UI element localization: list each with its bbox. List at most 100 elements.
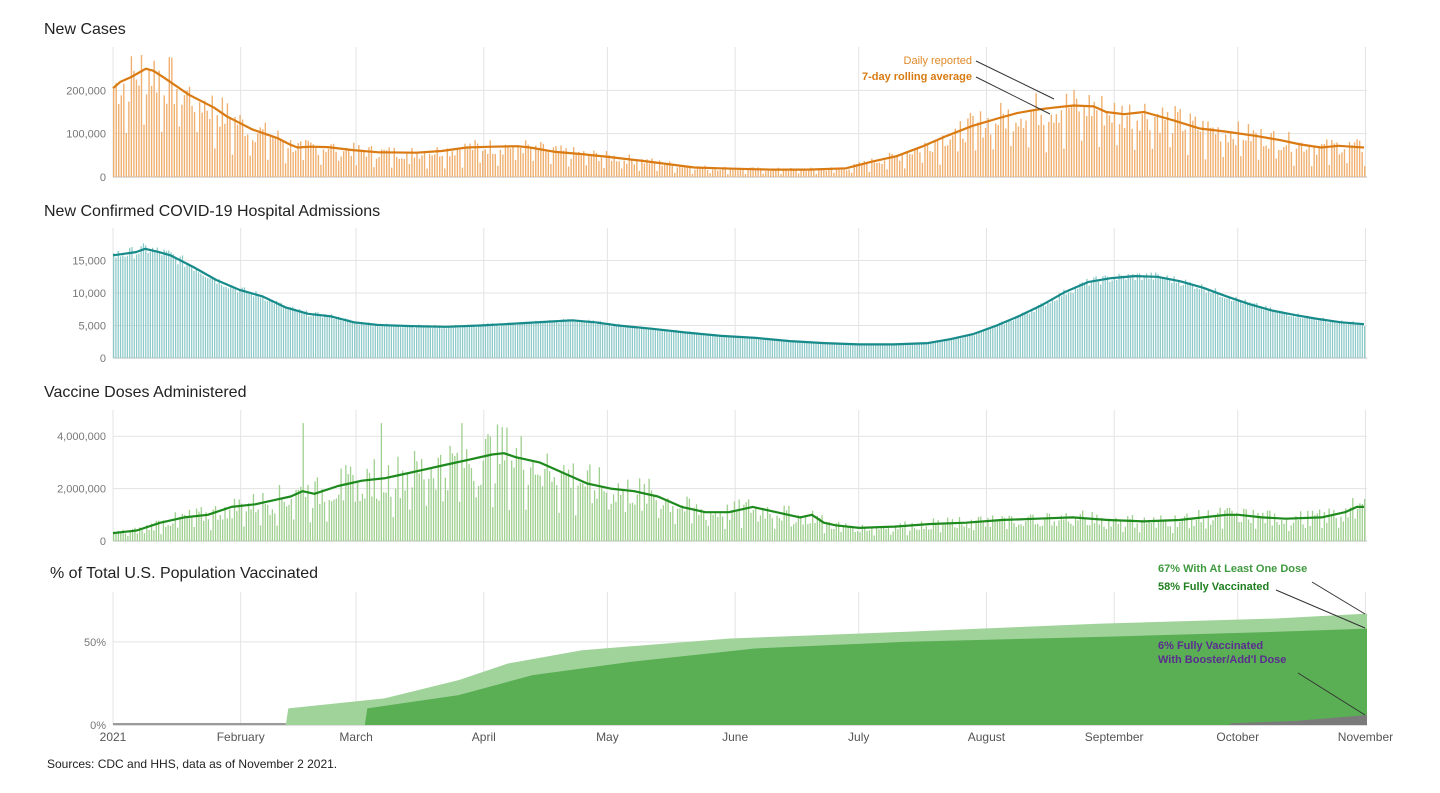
daily-bar bbox=[1044, 519, 1046, 541]
daily-bar bbox=[979, 111, 982, 177]
daily-bar bbox=[1164, 120, 1166, 177]
daily-bar bbox=[662, 505, 664, 541]
daily-bar bbox=[624, 511, 627, 541]
daily-bar bbox=[1088, 94, 1090, 177]
daily-bar bbox=[735, 337, 737, 358]
daily-bar bbox=[1210, 293, 1212, 358]
daily-bar bbox=[259, 127, 261, 177]
daily-bar bbox=[1166, 111, 1169, 177]
daily-bar bbox=[890, 534, 892, 541]
daily-bar bbox=[357, 482, 359, 541]
daily-bar bbox=[1000, 102, 1002, 177]
daily-bar bbox=[267, 504, 269, 541]
daily-bar bbox=[1155, 527, 1157, 541]
daily-bar bbox=[785, 510, 788, 541]
daily-bar bbox=[1315, 320, 1318, 358]
daily-bar bbox=[1212, 520, 1214, 541]
daily-bar bbox=[200, 273, 202, 358]
daily-bar bbox=[534, 474, 537, 541]
daily-bar bbox=[124, 533, 127, 541]
daily-bar bbox=[803, 342, 806, 358]
daily-bar bbox=[1065, 513, 1067, 541]
daily-bar bbox=[411, 148, 413, 177]
daily-bar bbox=[593, 490, 596, 541]
daily-bar bbox=[666, 164, 668, 177]
daily-bar bbox=[969, 112, 972, 177]
daily-bar bbox=[1051, 298, 1054, 358]
daily-bar bbox=[184, 514, 186, 541]
daily-bar bbox=[1141, 279, 1143, 358]
daily-bar bbox=[974, 150, 977, 177]
daily-bar bbox=[262, 492, 264, 541]
daily-bar bbox=[1151, 148, 1154, 177]
daily-bar bbox=[332, 143, 335, 177]
daily-bar bbox=[767, 170, 769, 177]
daily-bar bbox=[854, 343, 856, 358]
daily-bar bbox=[601, 486, 603, 541]
daily-bar bbox=[569, 320, 572, 358]
daily-bar bbox=[1350, 321, 1352, 358]
daily-bar bbox=[507, 147, 509, 177]
daily-bar bbox=[494, 325, 496, 358]
daily-bar bbox=[1034, 524, 1036, 541]
daily-bar bbox=[359, 500, 361, 541]
daily-bar bbox=[636, 161, 638, 177]
daily-bar bbox=[181, 513, 184, 541]
daily-bar bbox=[292, 152, 294, 177]
daily-bar bbox=[1308, 316, 1311, 358]
daily-bar bbox=[1364, 326, 1366, 358]
daily-bar bbox=[1219, 507, 1221, 541]
daily-bar bbox=[201, 112, 203, 177]
daily-bar bbox=[696, 166, 699, 177]
daily-bar bbox=[638, 329, 640, 358]
daily-bar bbox=[368, 472, 371, 541]
daily-bar bbox=[285, 506, 288, 541]
daily-bar bbox=[828, 521, 830, 541]
daily-bar bbox=[693, 507, 695, 541]
daily-bar bbox=[738, 499, 740, 541]
daily-bar bbox=[787, 171, 790, 177]
daily-bar bbox=[1026, 313, 1028, 358]
daily-bar bbox=[365, 325, 367, 358]
daily-bar bbox=[491, 323, 494, 358]
daily-bar bbox=[497, 165, 499, 177]
daily-bar bbox=[1098, 146, 1101, 177]
daily-bar bbox=[471, 150, 474, 177]
daily-bar bbox=[1003, 324, 1005, 358]
daily-bar bbox=[1353, 142, 1356, 177]
daily-bar bbox=[825, 170, 828, 177]
daily-bar bbox=[781, 520, 783, 541]
daily-bar bbox=[1159, 132, 1161, 177]
daily-bar bbox=[823, 533, 826, 541]
daily-bar bbox=[704, 165, 706, 177]
daily-bar bbox=[1106, 276, 1109, 358]
daily-bar bbox=[193, 526, 195, 541]
daily-bar bbox=[401, 158, 403, 177]
daily-bar bbox=[445, 328, 448, 358]
daily-bar bbox=[514, 324, 516, 358]
daily-bar bbox=[1212, 290, 1214, 358]
daily-bar bbox=[557, 151, 560, 177]
daily-bar bbox=[1102, 276, 1104, 358]
daily-bar bbox=[259, 525, 262, 541]
daily-bar bbox=[681, 167, 684, 177]
daily-bar bbox=[964, 142, 967, 177]
y-tick-label: 10,000 bbox=[72, 288, 106, 300]
daily-bar bbox=[878, 162, 881, 177]
daily-bar bbox=[579, 482, 582, 541]
daily-bar bbox=[391, 167, 393, 177]
daily-bar bbox=[1010, 145, 1012, 177]
daily-bar bbox=[992, 328, 994, 358]
daily-bar bbox=[200, 507, 202, 541]
daily-bar bbox=[434, 324, 436, 358]
daily-bar bbox=[1121, 105, 1123, 177]
daily-bar bbox=[1051, 525, 1053, 541]
daily-bar bbox=[782, 170, 785, 177]
daily-bar bbox=[653, 161, 656, 177]
daily-bar bbox=[555, 146, 557, 177]
y-tick-label: 0% bbox=[90, 720, 106, 732]
daily-bar bbox=[570, 487, 572, 541]
daily-bar bbox=[1341, 320, 1343, 358]
daily-bar bbox=[142, 243, 145, 358]
